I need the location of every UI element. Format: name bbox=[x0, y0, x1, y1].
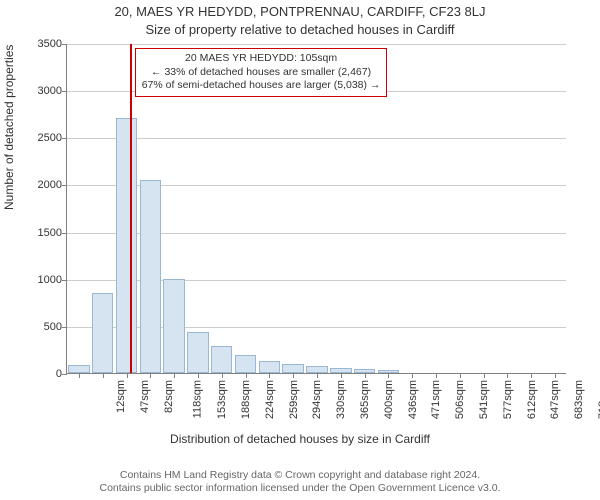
x-tick-label: 82sqm bbox=[163, 380, 175, 413]
x-tick-label: 365sqm bbox=[359, 380, 371, 419]
x-tick-label: 188sqm bbox=[240, 380, 252, 419]
histogram-bar bbox=[116, 118, 137, 373]
x-tickmark bbox=[103, 373, 104, 378]
histogram-bar bbox=[211, 346, 232, 373]
y-tickmark bbox=[62, 280, 67, 281]
footer-attribution: Contains HM Land Registry data © Crown c… bbox=[0, 469, 600, 496]
y-tick-label: 1000 bbox=[12, 274, 62, 286]
x-tick-label: 400sqm bbox=[383, 380, 395, 419]
histogram-bar bbox=[259, 361, 280, 373]
histogram-bar bbox=[235, 355, 256, 373]
x-tick-label: 612sqm bbox=[526, 380, 538, 419]
y-tickmark bbox=[62, 91, 67, 92]
x-tickmark bbox=[150, 373, 151, 378]
gridline bbox=[67, 44, 566, 45]
histogram-bar bbox=[187, 332, 208, 373]
x-tickmark bbox=[460, 373, 461, 378]
annotation-line: ← 33% of detached houses are smaller (2,… bbox=[142, 66, 381, 80]
annotation-line: 67% of semi-detached houses are larger (… bbox=[142, 79, 381, 93]
x-tickmark bbox=[198, 373, 199, 378]
address-title: 20, MAES YR HEDYDD, PONTPRENNAU, CARDIFF… bbox=[0, 4, 600, 19]
x-tickmark bbox=[293, 373, 294, 378]
y-tick-label: 0 bbox=[12, 368, 62, 380]
y-tickmark bbox=[62, 374, 67, 375]
x-tickmark bbox=[222, 373, 223, 378]
y-tickmark bbox=[62, 138, 67, 139]
x-tick-label: 647sqm bbox=[550, 380, 562, 419]
x-tickmark bbox=[436, 373, 437, 378]
x-tickmark bbox=[555, 373, 556, 378]
x-tickmark bbox=[174, 373, 175, 378]
x-tick-label: 683sqm bbox=[573, 380, 585, 419]
histogram-bar bbox=[92, 293, 113, 373]
x-tickmark bbox=[365, 373, 366, 378]
x-tick-label: 118sqm bbox=[192, 380, 204, 418]
reference-vline bbox=[130, 44, 132, 373]
x-tickmark bbox=[531, 373, 532, 378]
x-tickmark bbox=[341, 373, 342, 378]
y-tick-label: 500 bbox=[12, 321, 62, 333]
y-tickmark bbox=[62, 233, 67, 234]
x-tickmark bbox=[507, 373, 508, 378]
x-tick-label: 541sqm bbox=[478, 380, 490, 419]
chart-subtitle: Size of property relative to detached ho… bbox=[0, 22, 600, 37]
annotation-line: 20 MAES YR HEDYDD: 105sqm bbox=[142, 52, 381, 66]
x-tick-label: 294sqm bbox=[312, 380, 324, 419]
x-tickmark bbox=[317, 373, 318, 378]
x-tick-label: 436sqm bbox=[407, 380, 419, 419]
x-tick-label: 224sqm bbox=[264, 380, 276, 419]
x-tickmark bbox=[388, 373, 389, 378]
y-tickmark bbox=[62, 327, 67, 328]
x-tickmark bbox=[412, 373, 413, 378]
histogram-bar bbox=[282, 364, 303, 373]
x-axis-label: Distribution of detached houses by size … bbox=[0, 432, 600, 446]
x-tick-label: 12sqm bbox=[115, 380, 127, 413]
y-tick-label: 2000 bbox=[12, 179, 62, 191]
annotation-box: 20 MAES YR HEDYDD: 105sqm← 33% of detach… bbox=[135, 48, 388, 97]
y-tickmark bbox=[62, 185, 67, 186]
y-tick-label: 3000 bbox=[12, 85, 62, 97]
x-tickmark bbox=[127, 373, 128, 378]
footer-line-2: Contains public sector information licen… bbox=[0, 482, 600, 496]
x-tickmark bbox=[269, 373, 270, 378]
y-tickmark bbox=[62, 44, 67, 45]
x-tick-label: 47sqm bbox=[139, 380, 151, 413]
y-tick-label: 1500 bbox=[12, 227, 62, 239]
x-tick-label: 153sqm bbox=[216, 380, 228, 419]
y-tick-label: 2500 bbox=[12, 132, 62, 144]
x-tick-label: 471sqm bbox=[431, 380, 443, 419]
y-tick-label: 3500 bbox=[12, 38, 62, 50]
x-tick-label: 577sqm bbox=[502, 380, 514, 419]
gridline bbox=[67, 138, 566, 139]
x-tick-label: 506sqm bbox=[454, 380, 466, 419]
histogram-bar bbox=[68, 365, 89, 373]
x-tick-label: 330sqm bbox=[335, 380, 347, 419]
histogram-bar bbox=[163, 279, 184, 373]
x-tickmark bbox=[246, 373, 247, 378]
histogram-bar bbox=[306, 366, 327, 373]
histogram-bar bbox=[140, 180, 161, 373]
x-tick-label: 259sqm bbox=[288, 380, 300, 419]
x-tickmark bbox=[484, 373, 485, 378]
footer-line-1: Contains HM Land Registry data © Crown c… bbox=[0, 469, 600, 483]
x-tickmark bbox=[79, 373, 80, 378]
